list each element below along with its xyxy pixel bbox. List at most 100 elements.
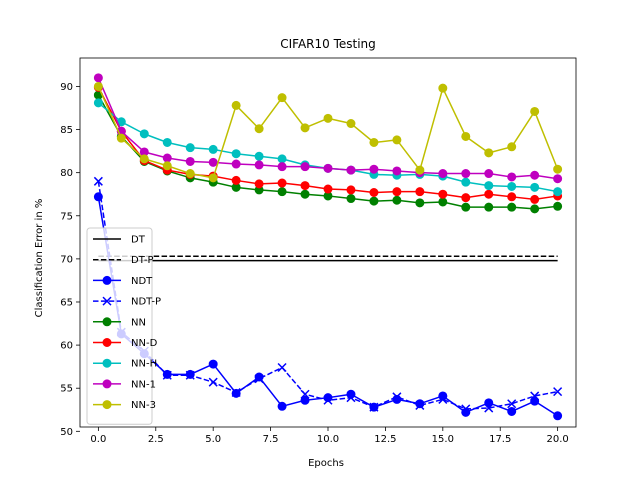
data-point — [553, 387, 563, 397]
legend-item-nn: NN — [93, 317, 146, 328]
data-point — [93, 73, 103, 83]
data-point — [461, 202, 471, 212]
data-point — [438, 197, 448, 207]
data-point — [438, 394, 448, 404]
legend-label: NN-1 — [131, 379, 156, 390]
data-point — [346, 119, 356, 129]
data-point — [254, 124, 264, 134]
series-nn-3 — [93, 81, 563, 183]
data-point — [346, 165, 356, 175]
y-tick-label: 80 — [60, 168, 73, 179]
data-point — [185, 370, 195, 380]
legend-item-dt-p: DT-P — [93, 255, 154, 266]
data-point — [392, 135, 402, 145]
data-point — [484, 202, 494, 212]
legend-item-ndt: NDT — [93, 275, 153, 287]
data-point — [484, 189, 494, 199]
y-tick-label: 85 — [60, 125, 73, 136]
data-point — [530, 106, 540, 116]
data-point — [392, 195, 402, 205]
legend-box — [86, 227, 153, 425]
data-point — [369, 187, 379, 197]
data-point — [300, 395, 310, 405]
data-point — [300, 389, 310, 399]
data-point — [208, 377, 218, 387]
legend-marker — [102, 317, 112, 327]
data-point — [231, 387, 241, 398]
data-point — [254, 151, 264, 161]
y-tick-label: 75 — [60, 211, 73, 222]
legend-label: NN-3 — [131, 400, 156, 411]
y-axis-label: Classification Error in % — [34, 199, 45, 318]
data-point — [231, 159, 241, 169]
legend-label: NN — [131, 317, 146, 328]
legend-marker — [102, 338, 112, 347]
data-point — [208, 173, 218, 183]
data-point — [553, 411, 563, 421]
data-point — [162, 137, 172, 147]
data-point — [530, 396, 540, 406]
x-tick-label: 2.5 — [148, 434, 164, 445]
x-tick-label: 12.5 — [374, 434, 396, 445]
data-point — [369, 196, 379, 206]
data-point — [392, 166, 402, 176]
data-point — [300, 181, 310, 191]
data-point — [139, 154, 149, 164]
data-point — [346, 185, 356, 195]
data-point — [254, 374, 264, 384]
y-tick-label: 65 — [60, 297, 73, 308]
data-point — [162, 161, 172, 171]
legend-marker — [102, 358, 112, 368]
legend-label: NDT-P — [131, 297, 161, 308]
data-point — [530, 391, 540, 401]
legend-item-nn-h: NN-H — [93, 358, 157, 370]
data-point — [369, 137, 379, 147]
legend-item-nn-3: NN-3 — [93, 400, 156, 411]
y-tick-label: 50 — [60, 427, 73, 438]
axes-frame — [79, 57, 577, 428]
data-point — [507, 399, 517, 409]
data-point — [507, 202, 517, 212]
data-point — [185, 156, 195, 166]
data-point — [392, 187, 402, 197]
data-point — [553, 174, 563, 184]
data-point — [484, 403, 494, 413]
legend-marker — [102, 400, 112, 410]
x-tick-label: 0.0 — [90, 434, 106, 445]
data-point — [346, 393, 356, 403]
data-point — [553, 187, 563, 197]
data-point — [300, 189, 310, 199]
legend-marker — [102, 296, 112, 306]
chart-title: CIFAR10 Testing — [280, 37, 376, 51]
data-point — [277, 162, 287, 172]
data-point — [530, 194, 540, 204]
data-point — [369, 164, 379, 174]
x-axis-label: Epochs — [308, 458, 344, 469]
legend-label: NDT — [131, 276, 153, 287]
legend-label: DT — [131, 235, 146, 246]
data-point — [277, 401, 287, 411]
data-point — [254, 179, 264, 189]
legend-item-nn-1: NN-1 — [93, 379, 156, 390]
x-tick-label: 20.0 — [546, 434, 568, 445]
data-point — [277, 154, 287, 164]
data-point — [277, 187, 287, 197]
x-tick-label: 7.5 — [263, 434, 279, 445]
legend-item-nn-d: NN-D — [93, 338, 158, 349]
data-point — [208, 157, 218, 167]
legend-item-dt: DT — [93, 235, 146, 246]
x-tick-label: 5.0 — [205, 434, 221, 445]
data-point — [300, 162, 310, 172]
data-point — [231, 100, 241, 110]
x-tick-label: 10.0 — [317, 434, 339, 445]
data-point — [461, 177, 471, 187]
data-point — [507, 192, 517, 202]
legend-marker — [102, 379, 112, 389]
data-point — [162, 370, 172, 380]
data-point — [277, 178, 287, 188]
data-point — [323, 184, 333, 194]
data-point — [438, 189, 448, 199]
data-point — [484, 169, 494, 179]
data-point — [530, 182, 540, 192]
y-tick-label: 55 — [60, 384, 73, 395]
